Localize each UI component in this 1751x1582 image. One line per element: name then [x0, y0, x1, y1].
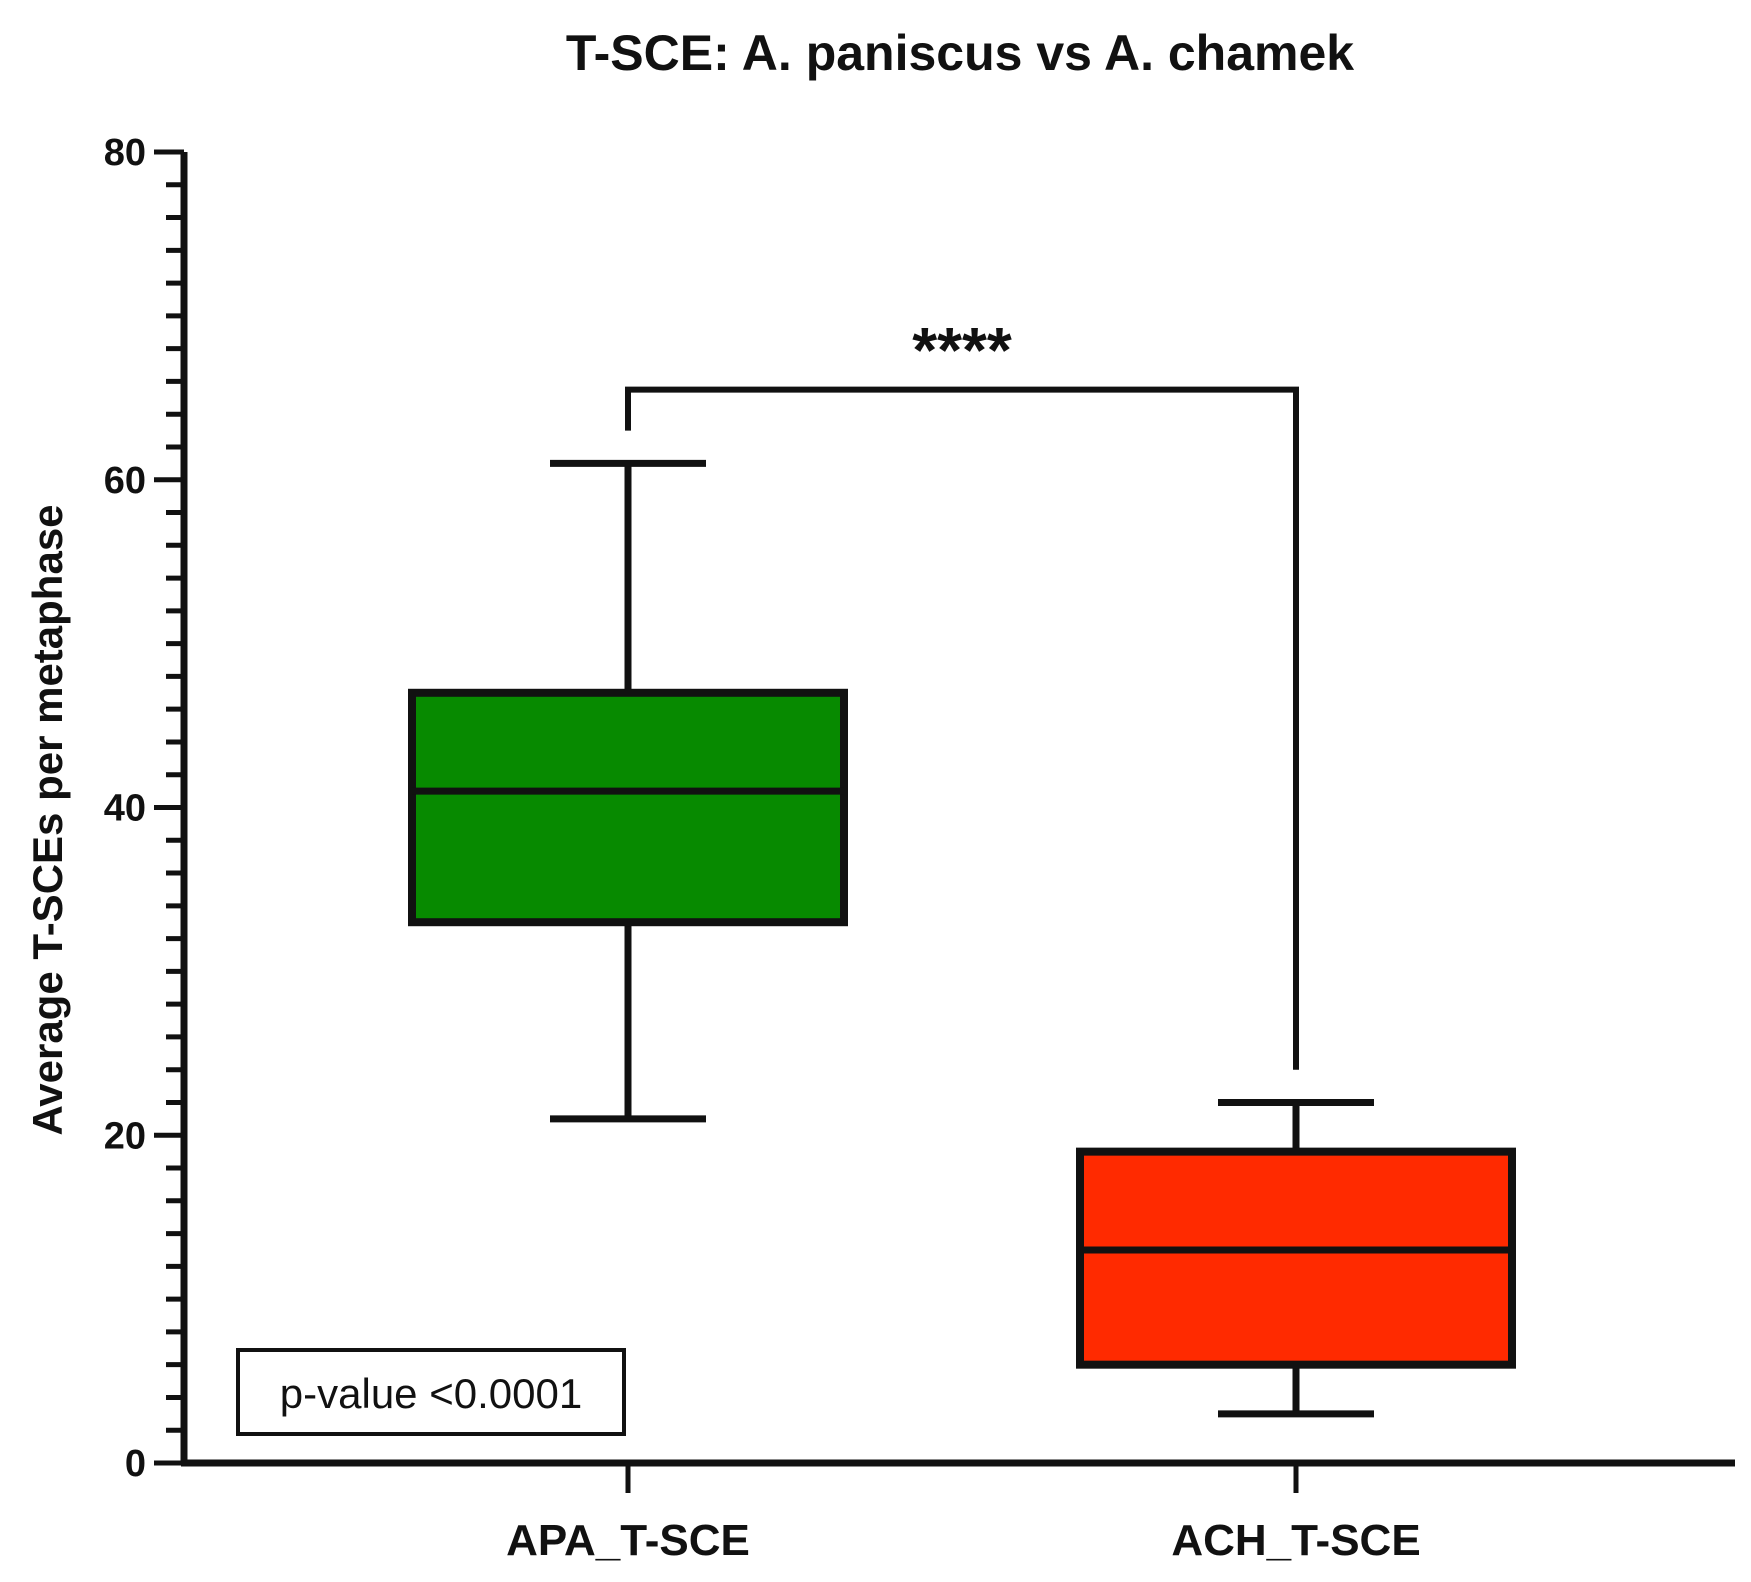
box-APA_T-SCE — [408, 459, 848, 1123]
y-axis: 0 20 40 60 80 — [104, 132, 188, 1485]
x-tick-label: APA_T-SCE — [506, 1516, 750, 1565]
y-tick-label: 20 — [104, 1115, 146, 1157]
x-axis: APA_T-SCE ACH_T-SCE — [181, 1459, 1735, 1565]
box-ACH_T-SCE — [1076, 1098, 1516, 1418]
boxes-group — [408, 459, 1516, 1418]
significance-bracket-group: **** — [625, 314, 1299, 1070]
chart-title: T-SCE: A. paniscus vs A. chamek — [566, 25, 1354, 81]
p-value-box-frame — [236, 1348, 626, 1436]
y-tick-label: 40 — [104, 788, 146, 830]
iqr-box — [1076, 1147, 1516, 1369]
significance-stars: **** — [912, 314, 1012, 386]
x-tick-label: ACH_T-SCE — [1171, 1516, 1420, 1565]
y-tick-label: 60 — [104, 460, 146, 502]
p-value-text: p-value <0.0001 — [280, 1370, 582, 1417]
p-value-box: p-value <0.0001 — [236, 1348, 626, 1436]
iqr-box — [408, 688, 848, 927]
y-tick-label: 80 — [104, 132, 146, 174]
y-axis-label: Average T-SCEs per metaphase — [24, 504, 71, 1135]
significance-bracket — [625, 386, 1299, 1070]
y-tick-label: 0 — [125, 1443, 146, 1485]
